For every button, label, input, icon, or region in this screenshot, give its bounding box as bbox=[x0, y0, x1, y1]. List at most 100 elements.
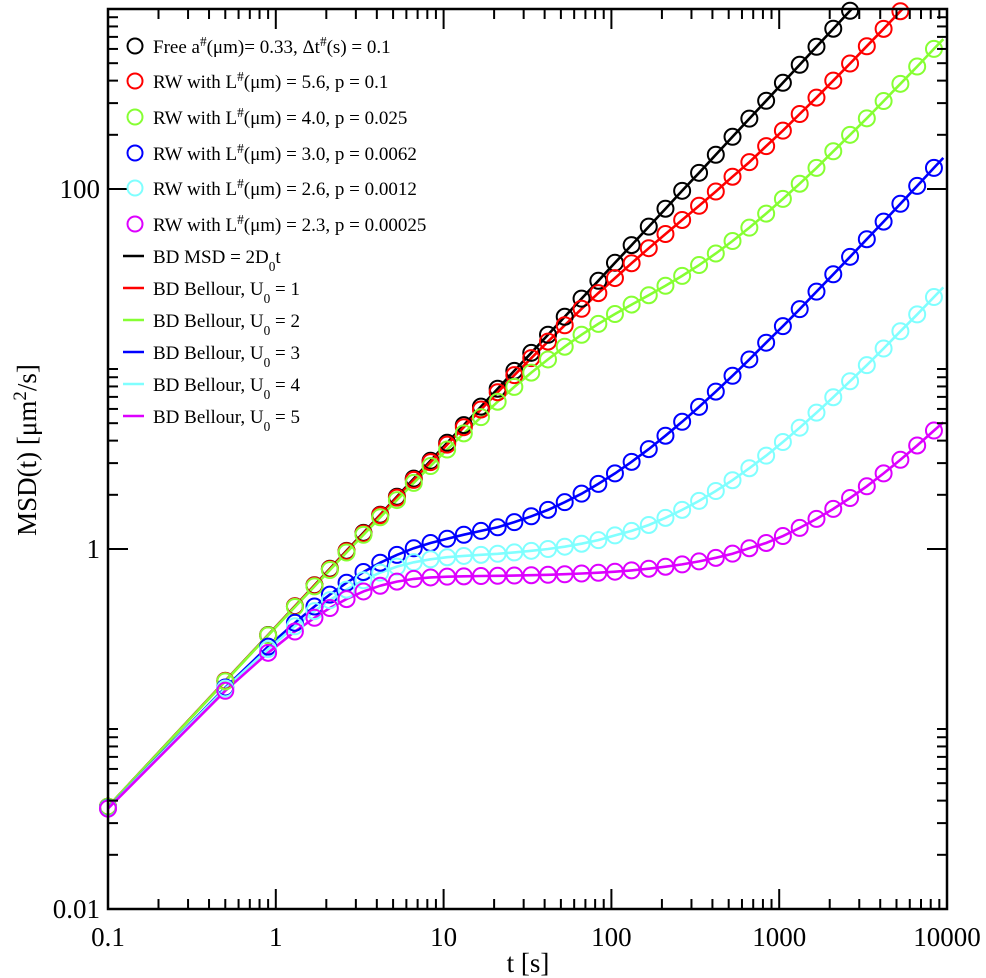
legend-label: BD MSD = 2D0t bbox=[153, 247, 281, 274]
data-point-series-3 bbox=[891, 194, 910, 213]
data-point-series-3 bbox=[505, 513, 524, 532]
legend-marker-circle-icon bbox=[126, 108, 144, 126]
data-point-series-5 bbox=[320, 599, 339, 618]
data-point-series-2 bbox=[891, 74, 910, 93]
data-point-series-4 bbox=[773, 433, 792, 452]
data-point-series-2 bbox=[656, 276, 675, 295]
data-point-series-1 bbox=[605, 269, 624, 288]
data-point-series-2 bbox=[706, 244, 725, 263]
data-point-series-4 bbox=[807, 403, 826, 422]
data-point-series-4 bbox=[605, 526, 624, 545]
data-point-series-4 bbox=[740, 459, 759, 478]
data-point-series-0 bbox=[555, 307, 574, 326]
data-point-series-3 bbox=[673, 412, 692, 431]
data-point-series-2 bbox=[354, 525, 373, 544]
data-point-series-2 bbox=[807, 158, 826, 177]
data-point-series-1 bbox=[454, 418, 473, 437]
data-point-series-5 bbox=[454, 567, 473, 586]
data-point-series-1 bbox=[874, 19, 893, 38]
y-axis-title: MSD(t) [μm2/s] bbox=[10, 364, 43, 536]
data-point-series-2 bbox=[488, 392, 507, 411]
data-point-series-3 bbox=[404, 539, 423, 558]
data-point-series-1 bbox=[639, 239, 658, 258]
data-point-series-3 bbox=[622, 452, 641, 471]
data-point-series-5 bbox=[723, 544, 742, 563]
data-point-series-3 bbox=[589, 474, 608, 493]
data-point-series-3 bbox=[555, 493, 574, 512]
data-point-series-3 bbox=[454, 525, 473, 544]
data-point-series-1 bbox=[622, 254, 641, 273]
data-point-series-2 bbox=[216, 672, 235, 691]
data-point-series-2 bbox=[673, 266, 692, 285]
x-tick-label: 100 bbox=[591, 922, 632, 952]
data-point-series-4 bbox=[505, 543, 524, 562]
data-point-series-4 bbox=[790, 418, 809, 437]
data-point-series-3 bbox=[924, 158, 943, 177]
data-point-series-2 bbox=[773, 189, 792, 208]
data-point-series-1 bbox=[505, 366, 524, 385]
data-point-series-4 bbox=[924, 288, 943, 307]
data-point-series-2 bbox=[305, 577, 324, 596]
data-point-series-2 bbox=[874, 92, 893, 111]
plot-frame bbox=[106, 7, 949, 911]
data-point-series-3 bbox=[387, 545, 406, 564]
data-point-series-3 bbox=[371, 553, 390, 572]
data-point-series-1 bbox=[891, 2, 910, 21]
data-point-series-2 bbox=[539, 350, 558, 369]
data-point-series-0 bbox=[673, 181, 692, 200]
data-point-series-5 bbox=[354, 582, 373, 601]
data-point-series-1 bbox=[673, 210, 692, 229]
legend-label: BD Bellour, U0 = 4 bbox=[153, 375, 300, 402]
data-point-series-0 bbox=[757, 91, 776, 110]
data-point-series-1 bbox=[773, 121, 792, 140]
data-point-series-2 bbox=[454, 424, 473, 443]
data-point-series-1 bbox=[807, 88, 826, 107]
data-point-series-1 bbox=[438, 435, 457, 454]
data-point-series-1 bbox=[690, 196, 709, 215]
legend-marker-circle-icon bbox=[126, 72, 144, 90]
data-point-series-2 bbox=[589, 314, 608, 333]
data-point-series-2 bbox=[908, 57, 927, 76]
data-point-series-1 bbox=[841, 54, 860, 73]
data-point-series-2 bbox=[740, 218, 759, 237]
data-point-series-0 bbox=[522, 343, 541, 362]
data-point-series-4 bbox=[723, 471, 742, 490]
data-point-series-2 bbox=[387, 491, 406, 510]
data-point-series-2 bbox=[857, 109, 876, 128]
data-point-series-4 bbox=[622, 521, 641, 540]
x-tick-label: 1 bbox=[269, 922, 283, 952]
data-point-series-3 bbox=[539, 500, 558, 519]
data-point-series-3 bbox=[723, 366, 742, 385]
data-point-series-4 bbox=[555, 537, 574, 556]
data-point-series-2 bbox=[790, 174, 809, 193]
data-point-series-3 bbox=[656, 426, 675, 445]
data-point-series-4 bbox=[891, 322, 910, 341]
data-point-series-0 bbox=[824, 19, 843, 38]
data-point-series-5 bbox=[285, 622, 304, 641]
data-point-series-4 bbox=[706, 482, 725, 501]
x-tick-label: 10000 bbox=[913, 922, 981, 952]
axis-ticks bbox=[107, 8, 947, 910]
data-point-series-5 bbox=[874, 464, 893, 483]
data-point-series-5 bbox=[790, 518, 809, 537]
x-tick-label: 1000 bbox=[752, 922, 806, 952]
data-point-series-5 bbox=[337, 590, 356, 609]
data-markers bbox=[99, 1, 943, 818]
data-point-series-1 bbox=[572, 299, 591, 318]
data-point-series-5 bbox=[841, 489, 860, 508]
data-point-series-4 bbox=[639, 515, 658, 534]
data-point-series-0 bbox=[572, 289, 591, 308]
data-point-series-1 bbox=[723, 167, 742, 186]
data-point-series-5 bbox=[924, 421, 943, 440]
data-point-series-3 bbox=[807, 282, 826, 301]
data-point-series-2 bbox=[337, 543, 356, 562]
data-point-series-1 bbox=[589, 284, 608, 303]
data-point-series-0 bbox=[841, 1, 860, 20]
data-point-series-4 bbox=[656, 508, 675, 527]
data-point-series-0 bbox=[723, 127, 742, 146]
data-point-series-3 bbox=[773, 317, 792, 336]
data-point-series-2 bbox=[438, 440, 457, 459]
data-point-series-2 bbox=[505, 377, 524, 396]
data-point-series-4 bbox=[757, 446, 776, 465]
data-point-series-4 bbox=[539, 540, 558, 558]
